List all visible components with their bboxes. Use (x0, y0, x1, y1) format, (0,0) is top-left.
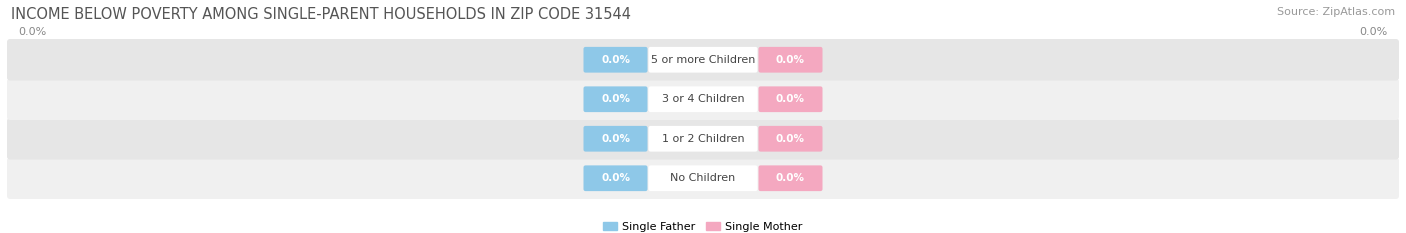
Text: Source: ZipAtlas.com: Source: ZipAtlas.com (1277, 7, 1395, 17)
Text: 5 or more Children: 5 or more Children (651, 55, 755, 65)
FancyBboxPatch shape (7, 79, 1399, 120)
FancyBboxPatch shape (7, 39, 1399, 80)
Text: INCOME BELOW POVERTY AMONG SINGLE-PARENT HOUSEHOLDS IN ZIP CODE 31544: INCOME BELOW POVERTY AMONG SINGLE-PARENT… (11, 7, 631, 22)
Text: 0.0%: 0.0% (600, 173, 630, 183)
Text: 3 or 4 Children: 3 or 4 Children (662, 94, 744, 104)
Text: 1 or 2 Children: 1 or 2 Children (662, 134, 744, 144)
Text: 0.0%: 0.0% (776, 94, 806, 104)
Text: 0.0%: 0.0% (776, 173, 806, 183)
Text: 0.0%: 0.0% (1360, 27, 1388, 37)
FancyBboxPatch shape (758, 86, 823, 112)
Text: 0.0%: 0.0% (600, 134, 630, 144)
FancyBboxPatch shape (7, 158, 1399, 199)
Text: 0.0%: 0.0% (600, 94, 630, 104)
Text: 0.0%: 0.0% (776, 55, 806, 65)
Text: 0.0%: 0.0% (776, 134, 806, 144)
Legend: Single Father, Single Mother: Single Father, Single Mother (603, 222, 803, 232)
FancyBboxPatch shape (583, 126, 648, 152)
FancyBboxPatch shape (583, 86, 648, 112)
FancyBboxPatch shape (648, 165, 758, 191)
Text: 0.0%: 0.0% (600, 55, 630, 65)
FancyBboxPatch shape (758, 126, 823, 152)
FancyBboxPatch shape (7, 118, 1399, 160)
Text: 0.0%: 0.0% (18, 27, 46, 37)
FancyBboxPatch shape (583, 47, 648, 73)
FancyBboxPatch shape (758, 47, 823, 73)
FancyBboxPatch shape (648, 47, 758, 73)
FancyBboxPatch shape (648, 126, 758, 152)
FancyBboxPatch shape (758, 165, 823, 191)
FancyBboxPatch shape (648, 86, 758, 112)
Text: No Children: No Children (671, 173, 735, 183)
FancyBboxPatch shape (583, 165, 648, 191)
